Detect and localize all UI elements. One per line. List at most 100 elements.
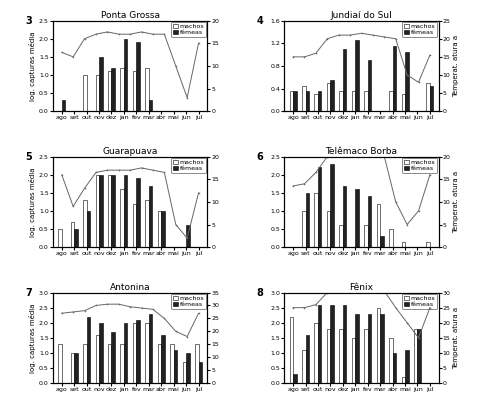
Bar bbox=[95, 335, 99, 383]
Bar bbox=[293, 374, 296, 383]
Bar bbox=[314, 323, 318, 383]
Bar bbox=[402, 377, 405, 383]
Bar bbox=[71, 353, 74, 383]
Legend: machos, fêmeas: machos, fêmeas bbox=[402, 294, 437, 309]
Bar bbox=[318, 91, 321, 111]
Bar bbox=[414, 329, 417, 383]
Bar bbox=[186, 225, 189, 247]
Bar bbox=[124, 323, 127, 383]
Legend: machos, fêmeas: machos, fêmeas bbox=[171, 294, 206, 309]
Bar bbox=[339, 329, 343, 383]
Bar bbox=[170, 344, 174, 383]
Bar bbox=[87, 317, 90, 383]
Bar bbox=[343, 185, 347, 247]
Bar bbox=[352, 338, 355, 383]
Bar bbox=[183, 362, 186, 383]
Bar bbox=[133, 71, 136, 111]
Title: Ponta Grossa: Ponta Grossa bbox=[101, 11, 160, 20]
Bar bbox=[111, 332, 115, 383]
Bar bbox=[133, 323, 136, 383]
Bar bbox=[330, 164, 334, 247]
Bar bbox=[120, 344, 124, 383]
Bar bbox=[83, 200, 87, 247]
Title: Jundiaí do Sul: Jundiaí do Sul bbox=[331, 11, 392, 20]
Bar bbox=[330, 304, 334, 383]
Text: 8: 8 bbox=[256, 288, 264, 298]
Title: Telêmaco Borba: Telêmaco Borba bbox=[325, 147, 398, 156]
Legend: machos, fêmeas: machos, fêmeas bbox=[171, 22, 206, 37]
Bar bbox=[393, 46, 396, 111]
Bar bbox=[58, 229, 62, 247]
Y-axis label: Temperat. atura a: Temperat. atura a bbox=[454, 171, 459, 233]
Bar bbox=[62, 101, 65, 111]
Bar bbox=[174, 350, 177, 383]
Bar bbox=[306, 91, 309, 111]
Bar bbox=[87, 211, 90, 247]
Bar bbox=[158, 344, 161, 383]
Bar bbox=[380, 314, 384, 383]
Text: 5: 5 bbox=[25, 152, 32, 162]
Bar bbox=[402, 94, 405, 111]
Bar bbox=[355, 189, 359, 247]
Bar bbox=[108, 344, 111, 383]
Legend: machos, fêmeas: machos, fêmeas bbox=[171, 158, 206, 173]
Bar bbox=[327, 211, 330, 247]
Text: 4: 4 bbox=[256, 16, 263, 26]
Bar bbox=[95, 75, 99, 111]
Bar bbox=[195, 344, 199, 383]
Bar bbox=[108, 175, 111, 247]
Text: 7: 7 bbox=[25, 288, 32, 298]
Bar bbox=[306, 335, 309, 383]
Bar bbox=[368, 60, 371, 111]
Bar bbox=[58, 344, 62, 383]
Bar bbox=[368, 314, 371, 383]
Bar bbox=[318, 304, 321, 383]
Bar bbox=[149, 101, 152, 111]
Bar bbox=[136, 42, 140, 111]
Bar bbox=[133, 204, 136, 247]
Bar bbox=[111, 175, 115, 247]
Bar bbox=[380, 236, 384, 247]
Bar bbox=[306, 193, 309, 247]
Bar bbox=[427, 242, 430, 247]
Y-axis label: Temperat. atura a: Temperat. atura a bbox=[454, 35, 459, 97]
Bar bbox=[343, 49, 347, 111]
Bar bbox=[293, 91, 296, 111]
Bar bbox=[405, 52, 409, 111]
Bar bbox=[355, 40, 359, 111]
Bar bbox=[364, 91, 368, 111]
Bar bbox=[364, 225, 368, 247]
Bar bbox=[99, 323, 103, 383]
Bar bbox=[427, 83, 430, 111]
Bar bbox=[99, 175, 103, 247]
Bar bbox=[124, 39, 127, 111]
Bar bbox=[120, 189, 124, 247]
Bar bbox=[108, 71, 111, 111]
Bar bbox=[368, 197, 371, 247]
Bar bbox=[402, 242, 405, 247]
Bar bbox=[314, 94, 318, 111]
Bar bbox=[355, 314, 359, 383]
Bar bbox=[111, 68, 115, 111]
Bar bbox=[302, 350, 306, 383]
Bar bbox=[186, 353, 189, 383]
Bar bbox=[145, 68, 149, 111]
Bar bbox=[136, 320, 140, 383]
Bar bbox=[339, 91, 343, 111]
Bar bbox=[145, 323, 149, 383]
Text: 3: 3 bbox=[25, 16, 32, 26]
Bar bbox=[145, 200, 149, 247]
Bar bbox=[389, 91, 393, 111]
Text: 6: 6 bbox=[256, 152, 263, 162]
Bar bbox=[71, 222, 74, 247]
Bar bbox=[161, 335, 165, 383]
Bar bbox=[99, 57, 103, 111]
Bar bbox=[136, 178, 140, 247]
Bar bbox=[83, 75, 87, 111]
Y-axis label: log. capturas média: log. capturas média bbox=[29, 31, 36, 101]
Title: Fênix: Fênix bbox=[349, 283, 374, 292]
Bar bbox=[389, 338, 393, 383]
Title: Antonina: Antonina bbox=[110, 283, 150, 292]
Bar bbox=[376, 308, 380, 383]
Bar bbox=[327, 329, 330, 383]
